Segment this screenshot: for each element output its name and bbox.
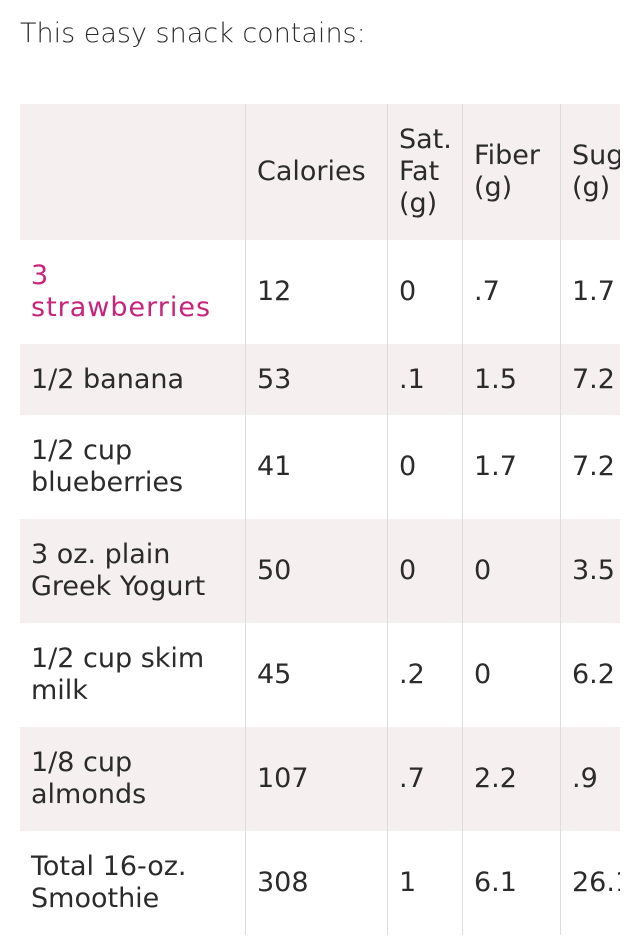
value-cell: 0: [387, 415, 462, 519]
header-cell: Fiber (g): [462, 104, 560, 240]
item-cell: Total 16-oz. Smoothie: [31, 851, 187, 914]
value-cell: 1.5: [462, 344, 560, 415]
item-cell: 3 oz. plain Greek Yogurt: [31, 539, 206, 602]
value-cell: 2.2: [462, 727, 560, 831]
item-cell: 3 strawberries: [31, 260, 212, 323]
item-cell: 1/2 banana: [31, 363, 185, 395]
value-cell: 107: [245, 727, 387, 831]
value-cell: 0: [387, 519, 462, 623]
value-cell: 3.5: [560, 519, 620, 623]
value-cell: .9: [560, 727, 620, 831]
table-row: 3 strawberries 12 0.7 1.7: [20, 240, 620, 344]
item-cell: 1/2 cup blueberries: [31, 435, 184, 498]
header-cell: [20, 104, 245, 240]
intro-text: This easy snack contains:: [20, 18, 366, 49]
table-row: 1/2 cup skim milk 45.2 0 6.2: [20, 623, 620, 727]
value-cell: 41: [245, 415, 387, 519]
value-cell: 50: [245, 519, 387, 623]
table-row: 1/2 banana 53.1 1.5 7.2: [20, 344, 620, 415]
table-row: 1/2 cup blueberries 41 0 1.7 7.2: [20, 415, 620, 519]
value-cell: 12: [245, 240, 387, 344]
value-cell: 0: [387, 240, 462, 344]
table-row: 3 oz. plain Greek Yogurt 50 0 0 3.5: [20, 519, 620, 623]
value-cell: 7.2: [560, 344, 620, 415]
value-cell: .7: [387, 727, 462, 831]
value-cell: .1: [387, 344, 462, 415]
header-cell: Sugar (g): [560, 104, 620, 240]
value-cell: 308: [245, 831, 387, 935]
value-cell: 53: [245, 344, 387, 415]
table-row: 1/8 cup almonds 107.7 2.2.9: [20, 727, 620, 831]
value-cell: 45: [245, 623, 387, 727]
value-cell: 0: [462, 623, 560, 727]
item-cell: 1/2 cup skim milk: [31, 643, 205, 706]
value-cell: 26.1: [560, 831, 620, 935]
item-cell: 1/8 cup almonds: [31, 747, 147, 810]
value-cell: .2: [387, 623, 462, 727]
value-cell: 1.7: [560, 240, 620, 344]
header-cell: Sat. Fat (g): [387, 104, 462, 240]
value-cell: 6.1: [462, 831, 560, 935]
value-cell: 7.2: [560, 415, 620, 519]
value-cell: 1.7: [462, 415, 560, 519]
value-cell: 6.2: [560, 623, 620, 727]
value-cell: 1: [387, 831, 462, 935]
header-cell: Calories: [245, 104, 387, 240]
value-cell: 0: [462, 519, 560, 623]
value-cell: .7: [462, 240, 560, 344]
